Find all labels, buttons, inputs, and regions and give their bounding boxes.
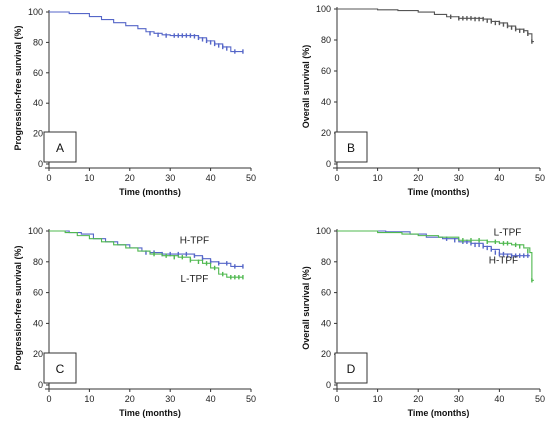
x-axis-title: Time (months) [408,408,470,418]
x-tick-label: 30 [165,394,175,404]
x-tick-label: 0 [334,173,339,183]
x-tick-label: 50 [535,173,545,183]
x-tick-label: 20 [413,173,423,183]
panel-b: 0 10 20 30 40 50 0 20 40 60 80 100 Time (months) Over… [301,4,545,197]
panel-c: 0 10 20 30 40 50 0 20 40 60 80 100 Time (months) Prog… [13,226,256,418]
y-axis-title: Progression-free survival (%) [13,25,23,150]
x-tick-label: 10 [84,394,94,404]
x-tick-label: 0 [46,173,51,183]
x-tick-label: 0 [334,394,339,404]
y-tick-label: 80 [321,35,331,45]
panel-label-box [43,352,77,384]
series-annotation: H-TPF [489,255,518,266]
x-tick-label: 40 [206,173,216,183]
y-tick-label: 80 [321,257,331,267]
x-tick-label: 40 [494,394,504,404]
y-tick-label: 80 [33,37,43,47]
panel-label: D [347,362,356,376]
y-tick-label: 20 [321,349,331,359]
y-tick-label: 40 [321,318,331,328]
panel-label-box [334,131,368,163]
y-tick-label: 100 [316,4,331,14]
y-tick-label: 0 [38,159,43,169]
y-axis-title: Overall survival (%) [301,45,311,129]
series-annotation: L-TPF [181,274,209,285]
y-tick-label: 100 [28,226,43,236]
x-tick-label: 30 [454,394,464,404]
x-tick-label: 30 [165,173,175,183]
y-tick-label: 20 [33,349,43,359]
panel-label: B [347,141,355,155]
panel-label: C [56,362,65,376]
y-tick-label: 80 [33,257,43,267]
y-axis-title: Progression-free survival (%) [13,245,23,370]
x-tick-label: 20 [413,394,423,404]
y-tick-label: 40 [33,318,43,328]
y-tick-label: 0 [38,380,43,390]
x-tick-label: 50 [535,394,545,404]
x-axis-title: Time (months) [408,187,470,197]
x-tick-label: 30 [454,173,464,183]
panel-label: A [56,141,64,155]
x-tick-label: 20 [125,173,135,183]
panel-a: 0 10 20 30 40 50 0 20 40 60 80 100 Time (months) Prog… [13,7,256,197]
y-tick-label: 20 [33,129,43,139]
x-tick-label: 50 [246,394,256,404]
y-tick-label: 0 [326,159,331,169]
x-tick-label: 10 [373,173,383,183]
x-tick-label: 10 [84,173,94,183]
series-annotation: L-TPF [494,228,522,239]
series-annotation: H-TPF [180,235,209,246]
y-tick-label: 0 [326,380,331,390]
series-line-h-tpf [49,230,243,267]
x-axis-title: Time (months) [119,187,181,197]
y-tick-label: 40 [33,98,43,108]
x-tick-label: 20 [125,394,135,404]
series-line [337,8,534,43]
x-tick-label: 50 [246,173,256,183]
y-tick-label: 60 [321,288,331,298]
x-tick-label: 0 [46,394,51,404]
y-tick-label: 60 [321,66,331,76]
y-tick-label: 100 [316,226,331,236]
y-axis-title: Overall survival (%) [301,266,311,350]
panel-label-box [43,131,77,163]
y-tick-label: 40 [321,97,331,107]
x-tick-label: 10 [373,394,383,404]
y-tick-label: 100 [28,7,43,17]
y-tick-label: 20 [321,128,331,138]
y-tick-label: 60 [33,68,43,78]
x-axis-title: Time (months) [119,408,181,418]
y-tick-label: 60 [33,288,43,298]
series-line-l-tpf [49,230,243,278]
series-line [49,11,243,53]
x-tick-label: 40 [494,173,504,183]
x-tick-label: 40 [206,394,216,404]
panel-label-box [334,352,368,384]
panel-d: 0 10 20 30 40 50 0 20 40 60 80 100 Time (months) Over… [301,226,545,418]
